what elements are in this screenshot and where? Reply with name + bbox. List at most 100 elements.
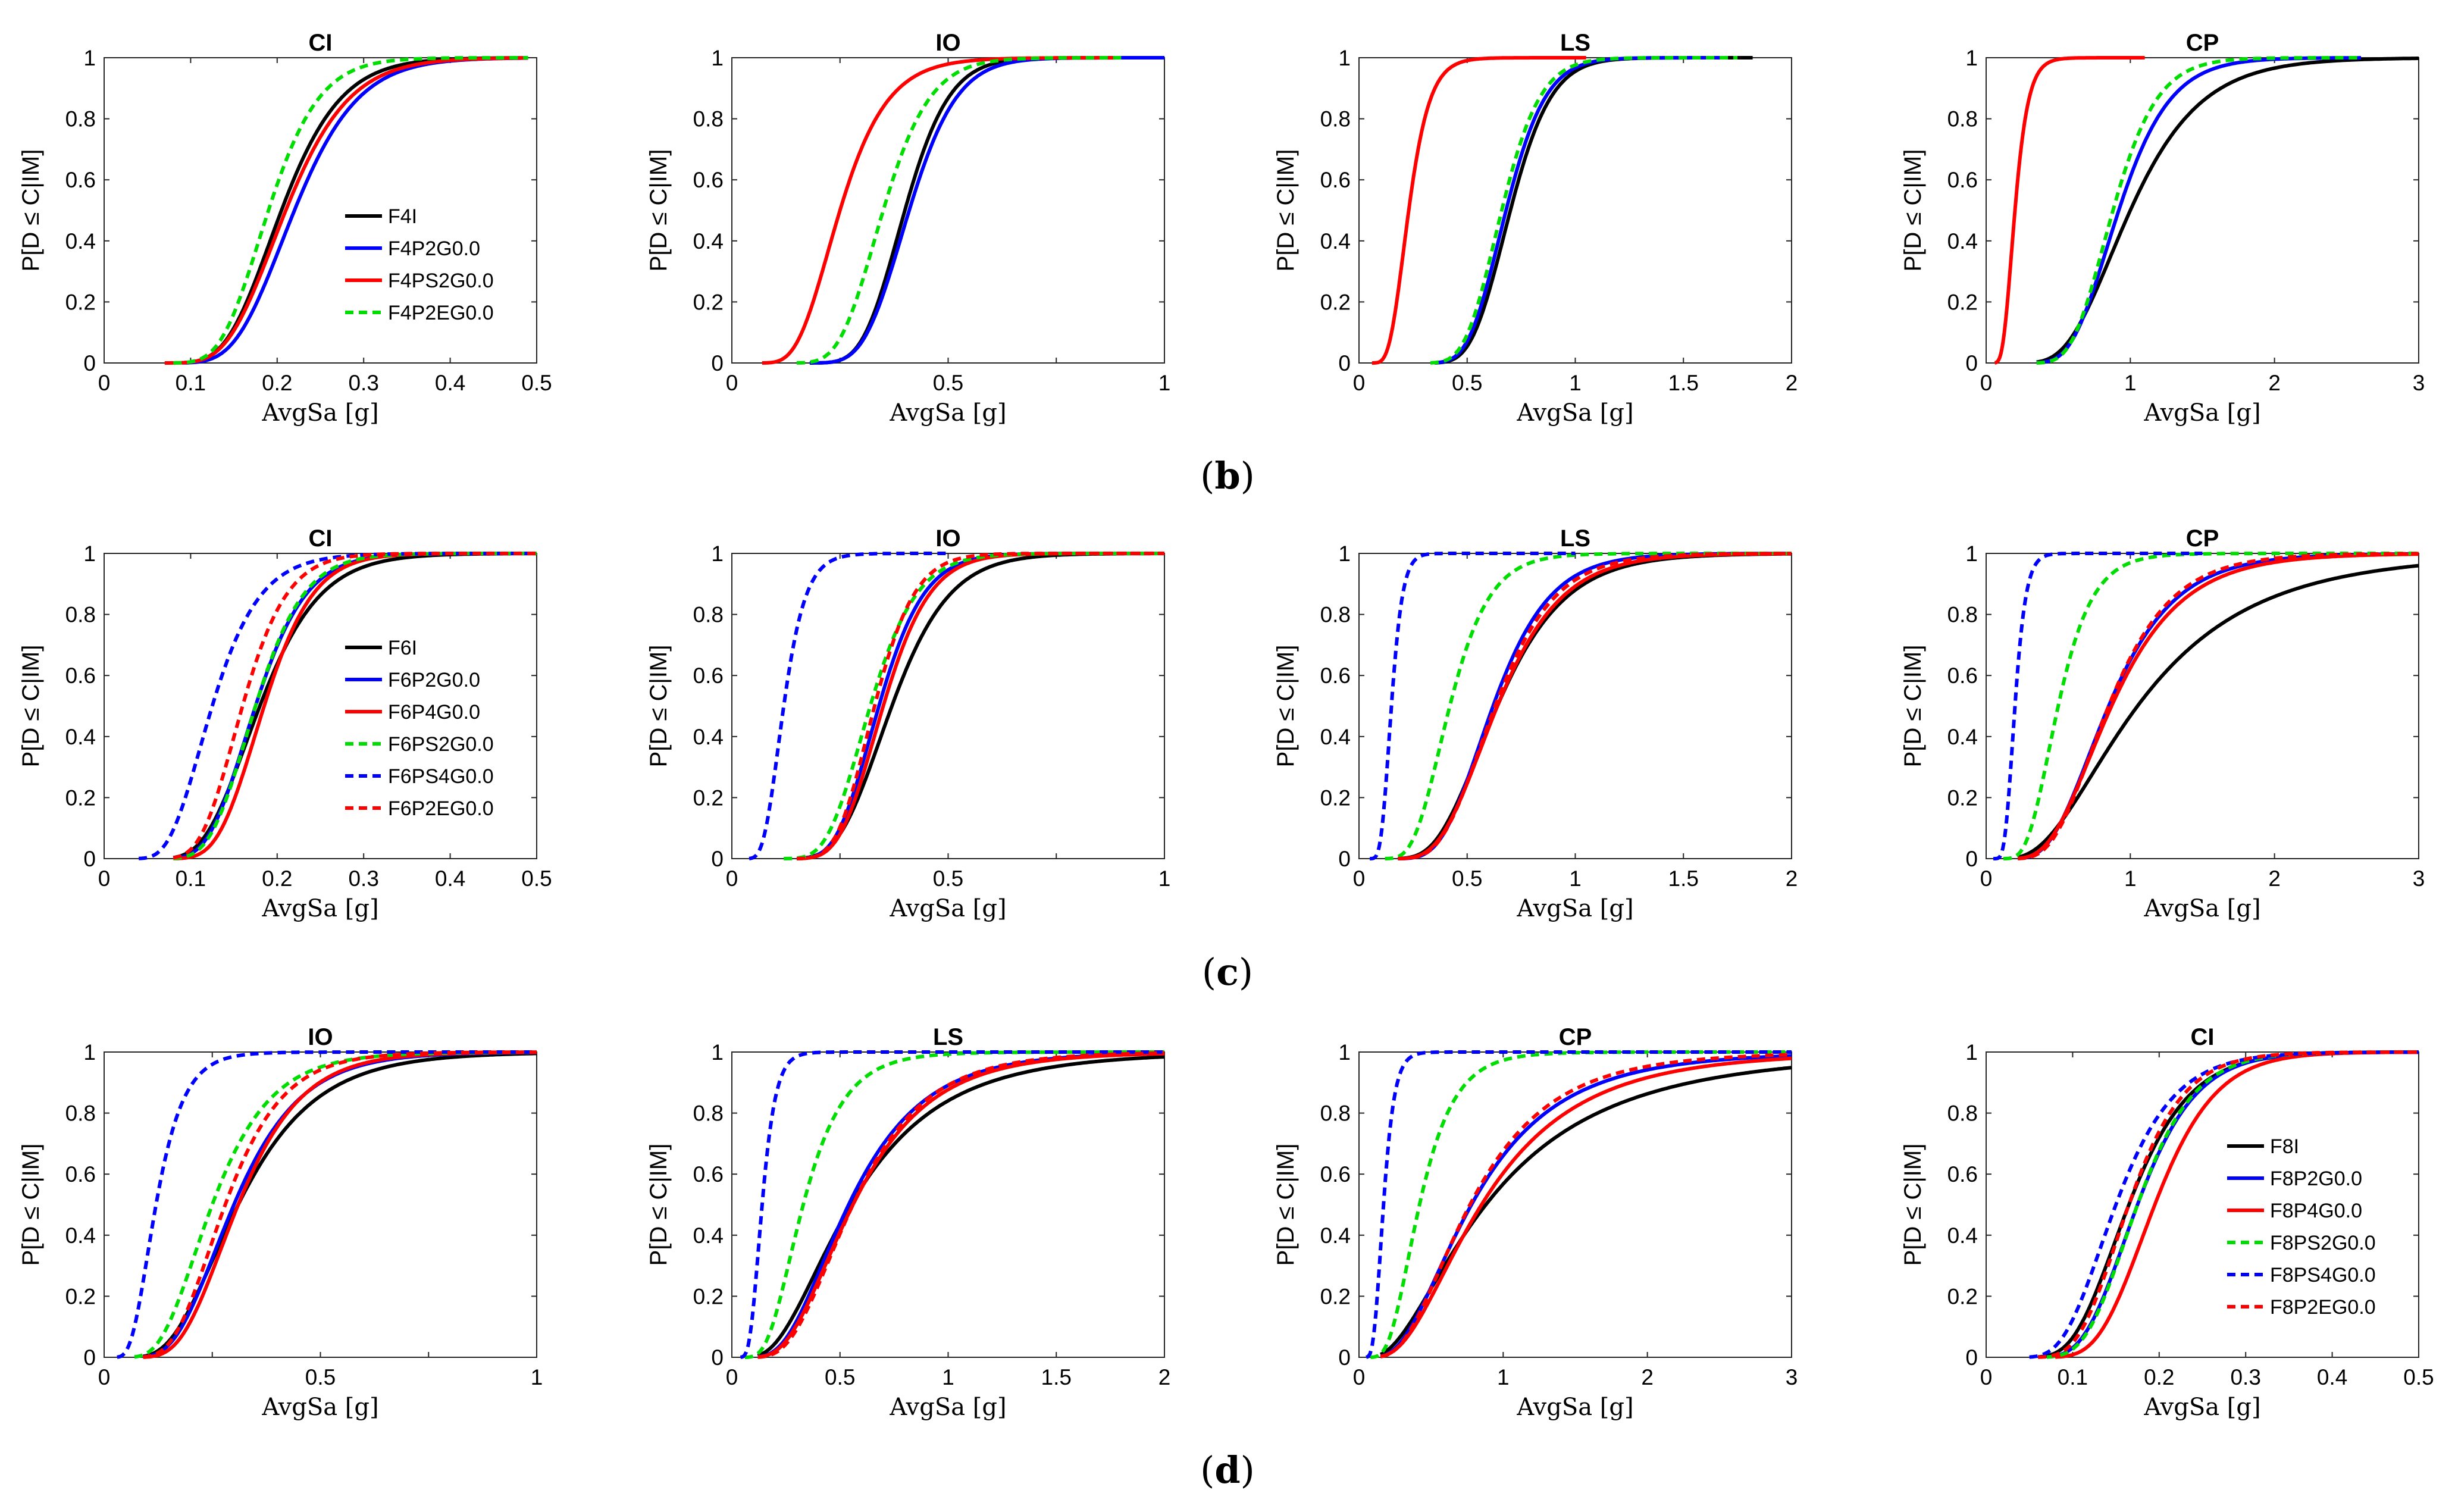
y-tick-label: 0.8 xyxy=(693,1101,724,1126)
series-line-F8PS4G0.0 xyxy=(117,1050,537,1359)
y-tick-label: 0.2 xyxy=(1947,1284,1978,1308)
x-axis-label: AvgSa [g] xyxy=(1516,895,1633,922)
x-tick-label: 0.4 xyxy=(435,371,465,395)
series-line-F8P4G0.0 xyxy=(1380,1056,1792,1358)
chart-title: IO xyxy=(308,1024,333,1050)
x-tick-label: 0 xyxy=(726,371,738,395)
legend-label: F6P4G0.0 xyxy=(388,701,480,724)
series-line-F4I xyxy=(2036,57,2419,364)
x-tick-label: 0 xyxy=(1980,866,1993,891)
legend-label: F6P2G0.0 xyxy=(388,669,480,691)
panel-label-c: (c) xyxy=(1202,950,1253,994)
chart-panel-1: 0 0.1 0.2 0.3 0.4 0.5 0 0.2 0.4 0.6 0.8 1 CI AvgSa [g… xyxy=(18,30,552,427)
x-axis-label: AvgSa [g] xyxy=(261,1394,378,1421)
y-tick-label: 1 xyxy=(711,1040,724,1065)
chart-title: CI xyxy=(309,525,333,552)
legend-label: F6PS4G0.0 xyxy=(388,765,494,788)
y-tick-label: 0 xyxy=(1965,1345,1978,1370)
y-tick-label: 0.6 xyxy=(693,663,724,688)
y-tick-label: 0 xyxy=(1338,1345,1351,1370)
y-tick-label: 0.8 xyxy=(1320,107,1351,132)
x-axis-label: AvgSa [g] xyxy=(1516,399,1633,427)
x-tick-label: 0.5 xyxy=(2403,1365,2434,1389)
series-line-F6PS4G0.0 xyxy=(748,552,949,860)
plot-area xyxy=(1986,57,2419,364)
series-line-F4PS2G0.0 xyxy=(164,56,528,365)
y-tick-label: 0 xyxy=(711,1345,724,1370)
y-tick-label: 0.8 xyxy=(65,107,96,132)
x-axis-label: AvgSa [g] xyxy=(261,895,378,922)
y-tick-label: 0.6 xyxy=(1320,663,1351,688)
y-tick-label: 0.4 xyxy=(65,1223,96,1248)
series-line-F4P2EG0.0 xyxy=(173,56,528,365)
y-tick-label: 0.8 xyxy=(1947,107,1978,132)
y-axis-label: P[D ≤ C|IM] xyxy=(646,149,672,272)
x-tick-label: 1 xyxy=(1158,371,1171,395)
series-line-F8P2EG0.0 xyxy=(757,1051,1164,1359)
legend-label: F6PS2G0.0 xyxy=(388,733,494,756)
legend-label: F4P2G0.0 xyxy=(388,237,480,260)
y-axis-label: P[D ≤ C|IM] xyxy=(18,645,44,768)
chart-panel-9: 0 0.5 1 0 0.2 0.4 0.6 0.8 1 IO AvgSa [g] P[D ≤ C|IM… xyxy=(18,1024,543,1421)
y-tick-label: 1 xyxy=(1965,46,1978,70)
plot-area xyxy=(731,57,1165,364)
y-axis-label: P[D ≤ C|IM] xyxy=(1900,149,1926,272)
y-tick-label: 0.6 xyxy=(1320,1162,1351,1187)
series-line-F8P2EG0.0 xyxy=(2038,1050,2419,1359)
y-tick-label: 0.2 xyxy=(65,785,96,810)
x-axis-label: AvgSa [g] xyxy=(2143,399,2260,427)
x-tick-label: 0.1 xyxy=(2058,1365,2088,1389)
x-axis-label: AvgSa [g] xyxy=(261,399,378,427)
y-tick-label: 0.4 xyxy=(693,725,724,749)
y-tick-label: 0.4 xyxy=(1947,229,1978,253)
x-tick-label: 0.2 xyxy=(262,866,292,891)
legend: F6I F6P2G0.0 F6P4G0.0 F6PS2G0.0 F6PS4G0.0 F6P… xyxy=(345,637,494,820)
y-tick-label: 0.4 xyxy=(1320,1223,1351,1248)
series-line-F8I xyxy=(1379,1066,1792,1356)
x-tick-label: 0 xyxy=(1980,371,1993,395)
x-tick-label: 0 xyxy=(726,866,738,891)
x-tick-label: 0.5 xyxy=(933,866,963,891)
series-line-F6PS2G0.0 xyxy=(2003,552,2419,860)
panel-label-d: (d) xyxy=(1200,1448,1255,1492)
y-tick-label: 0.8 xyxy=(693,107,724,132)
y-tick-label: 0.2 xyxy=(1320,290,1351,314)
chart-panel-6: 0 0.5 1 0 0.2 0.4 0.6 0.8 1 IO AvgSa [g] P[D ≤ C|IM… xyxy=(646,525,1170,922)
y-axis-label: P[D ≤ C|IM] xyxy=(18,149,44,272)
y-tick-label: 0.4 xyxy=(1947,725,1978,749)
y-tick-label: 1 xyxy=(711,46,724,70)
y-tick-label: 1 xyxy=(1965,541,1978,566)
chart-panel-8: 0 1 2 3 0 0.2 0.4 0.6 0.8 1 CP AvgSa [g] P[D ≤ C|IM] xyxy=(1900,525,2425,922)
x-tick-label: 0 xyxy=(1353,866,1366,891)
x-tick-label: 1 xyxy=(2124,371,2137,395)
x-tick-label: 0.5 xyxy=(305,1365,336,1389)
x-tick-label: 0.3 xyxy=(348,371,378,395)
series-line-F8P2G0.0 xyxy=(1380,1054,1792,1358)
y-axis-label: P[D ≤ C|IM] xyxy=(1273,149,1299,272)
y-tick-label: 0.4 xyxy=(65,725,96,749)
chart-panel-10: 0 0.5 1 1.5 2 0 0.2 0.4 0.6 0.8 1 LS AvgSa [g] P[D ≤ … xyxy=(646,1024,1170,1421)
y-tick-label: 0.4 xyxy=(1320,229,1351,253)
x-tick-label: 2 xyxy=(2268,866,2281,891)
plot-area xyxy=(104,57,537,364)
y-axis-label: P[D ≤ C|IM] xyxy=(646,1144,672,1266)
x-tick-label: 2 xyxy=(2268,371,2281,395)
y-tick-label: 0.2 xyxy=(1947,785,1978,810)
x-tick-label: 3 xyxy=(2413,866,2425,891)
x-axis-label: AvgSa [g] xyxy=(2143,1394,2260,1421)
legend-label: F8P4G0.0 xyxy=(2270,1200,2362,1222)
y-tick-label: 0.6 xyxy=(1947,168,1978,192)
x-tick-label: 1 xyxy=(942,1365,954,1389)
x-tick-label: 1 xyxy=(1569,866,1582,891)
y-tick-label: 0.4 xyxy=(693,229,724,253)
panel-label-b: (b) xyxy=(1200,454,1255,497)
legend-label: F4P2EG0.0 xyxy=(388,302,494,324)
series-line-F4P2G0.0 xyxy=(1434,56,1727,365)
y-axis-label: P[D ≤ C|IM] xyxy=(1900,1144,1926,1266)
y-tick-label: 0.8 xyxy=(1947,1101,1978,1126)
plot-area xyxy=(1358,553,1792,859)
chart-panel-11: 0 1 2 3 0 0.2 0.4 0.6 0.8 1 CP AvgSa [g] P[D ≤ C|IM] xyxy=(1273,1024,1798,1421)
x-tick-label: 0 xyxy=(1353,371,1366,395)
series-line-F8I xyxy=(757,1055,1164,1357)
